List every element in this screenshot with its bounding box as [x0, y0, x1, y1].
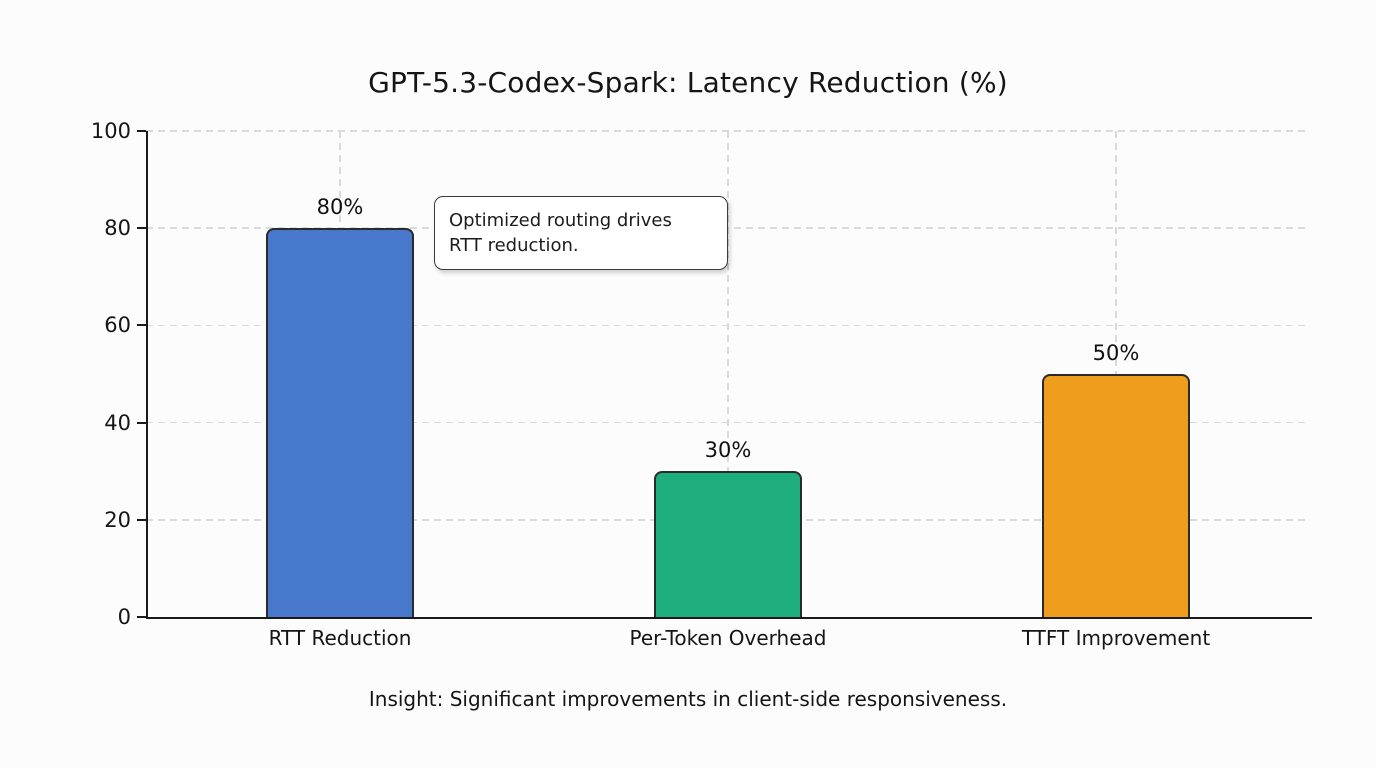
y-tick-label: 40 [104, 410, 131, 435]
y-tick-mark [137, 324, 146, 327]
y-tick-label: 100 [90, 119, 131, 143]
y-axis-spine [146, 131, 148, 619]
y-tick-mark [137, 421, 146, 424]
x-tick-label: TTFT Improvement [1021, 626, 1211, 650]
y-tick-label: 20 [104, 507, 131, 532]
x-tick-label: RTT Reduction [268, 626, 412, 650]
y-tick-label: 80 [104, 216, 131, 241]
y-tick-mark [137, 616, 146, 618]
chart-title: GPT-5.3-Codex-Spark: Latency Reduction (… [368, 66, 1008, 99]
x-axis-spine [146, 616, 1312, 619]
y-tick-label: 60 [104, 313, 131, 338]
bar-rtt-reduction [266, 228, 414, 617]
bar-value-label: 50% [1092, 341, 1140, 365]
y-tick-mark [137, 518, 146, 521]
bar-value-label: 30% [704, 438, 752, 463]
y-tick-mark [137, 227, 146, 230]
chart-caption: Insight: Significant improvements in cli… [368, 687, 1008, 711]
y-tick-label: 0 [117, 605, 131, 629]
bar-value-label: 80% [316, 195, 364, 220]
x-tick-label: Per-Token Overhead [629, 626, 827, 650]
bar-ttft-improvement [1042, 374, 1190, 617]
annotation-callout: Optimized routing drives RTT reduction. [434, 196, 728, 271]
y-tick-mark [137, 130, 146, 132]
v-gridline [727, 131, 729, 617]
bar-per-token-overhead [654, 471, 802, 617]
